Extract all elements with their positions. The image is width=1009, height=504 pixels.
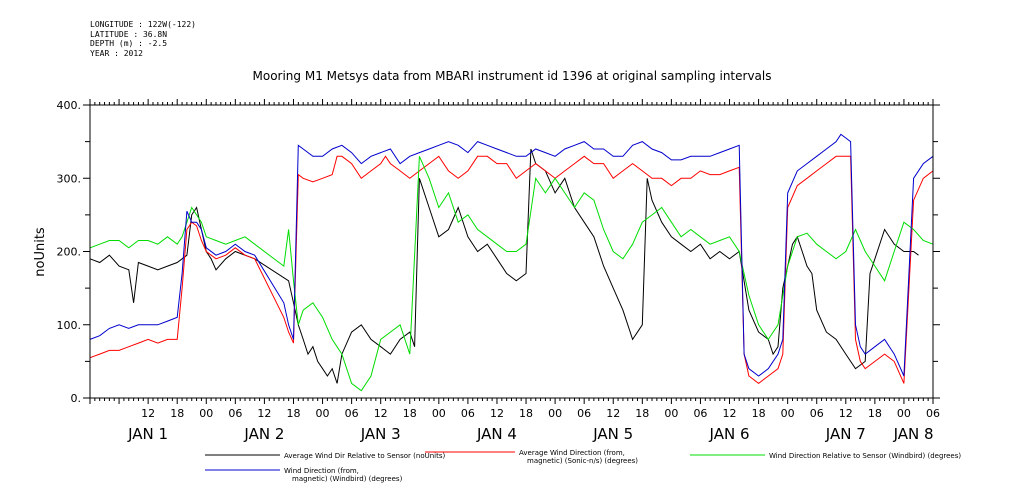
- x-tick-label: 00: [664, 407, 678, 420]
- x-tick-label: 18: [286, 407, 300, 420]
- x-tick-label: 18: [868, 407, 882, 420]
- x-tick-label: 12: [141, 407, 155, 420]
- x-tick-label: 00: [781, 407, 795, 420]
- x-tick-label: 18: [635, 407, 649, 420]
- legend-label-2: Wind Direction Relative to Sensor (Windb…: [769, 452, 961, 460]
- x-tick-label: 06: [345, 407, 359, 420]
- series-line-0: [89, 148, 919, 384]
- legend-label-3: Wind Direction (from, magnetic) (Windbird…: [284, 467, 403, 483]
- x-tick-label: 06: [461, 407, 475, 420]
- x-day-label: JAN 8: [893, 425, 934, 443]
- longitude-label: LONGITUDE : 122W(-122): [90, 20, 196, 29]
- x-tick-label: 06: [228, 407, 242, 420]
- chart-title: Mooring M1 Metsys data from MBARI instru…: [253, 69, 772, 83]
- x-day-label: JAN 5: [592, 425, 633, 443]
- x-tick-label: 06: [693, 407, 707, 420]
- x-tick-label: 06: [577, 407, 591, 420]
- x-tick-label: 12: [257, 407, 271, 420]
- x-day-label: JAN 2: [243, 425, 284, 443]
- legend-label-1: Average Wind Direction (from, magnetic) (…: [519, 449, 638, 465]
- year-label: YEAR : 2012: [90, 48, 143, 58]
- x-tick-label: 18: [519, 407, 533, 420]
- x-tick-label: 00: [897, 407, 911, 420]
- latitude-label: LATITUDE : 36.8N: [90, 29, 168, 39]
- x-day-label: JAN 6: [709, 425, 750, 443]
- x-tick-label: 00: [199, 407, 213, 420]
- series-line-2: [89, 156, 934, 392]
- y-tick-label: 100.: [57, 319, 82, 332]
- x-day-label: JAN 3: [360, 425, 401, 443]
- x-tick-label: 06: [810, 407, 824, 420]
- axes-layer: 12 18 00 06 12 18 00 06 12 18 00 06 12 18 00 06 12 18 00 06…: [57, 99, 940, 443]
- series-line-3: [89, 133, 934, 377]
- x-tick-label: 00: [432, 407, 446, 420]
- x-tick-label: 18: [403, 407, 417, 420]
- x-tick-label: 06: [926, 407, 940, 420]
- x-tick-label: 18: [752, 407, 766, 420]
- x-tick-label: 18: [170, 407, 184, 420]
- x-day-label: JAN 7: [825, 425, 866, 443]
- x-tick-label: 12: [723, 407, 737, 420]
- x-tick-label: 12: [490, 407, 504, 420]
- legend-label-0: Average Wind Dir Relative to Sensor (noU…: [284, 452, 445, 460]
- x-tick-label: 12: [606, 407, 620, 420]
- metadata-block: LONGITUDE : 122W(-122) LATITUDE : 36.8N …: [90, 20, 196, 58]
- series-layer: [89, 133, 934, 392]
- x-tick-label: 00: [548, 407, 562, 420]
- x-tick-label: 12: [374, 407, 388, 420]
- y-tick-label: 400.: [57, 99, 82, 112]
- depth-label: DEPTH (m) : -2.5: [90, 39, 168, 48]
- x-day-label: JAN 4: [476, 425, 517, 443]
- y-tick-label: 300.: [57, 172, 82, 185]
- series-line-1: [89, 155, 934, 385]
- legend: Average Wind Dir Relative to Sensor (noU…: [205, 449, 961, 483]
- x-tick-label: 12: [839, 407, 853, 420]
- x-tick-label: 00: [316, 407, 330, 420]
- x-day-label: JAN 1: [127, 425, 168, 443]
- y-axis-label: noUnits: [33, 227, 48, 277]
- y-tick-label: 0.: [71, 392, 82, 405]
- y-tick-label: 200.: [57, 246, 82, 259]
